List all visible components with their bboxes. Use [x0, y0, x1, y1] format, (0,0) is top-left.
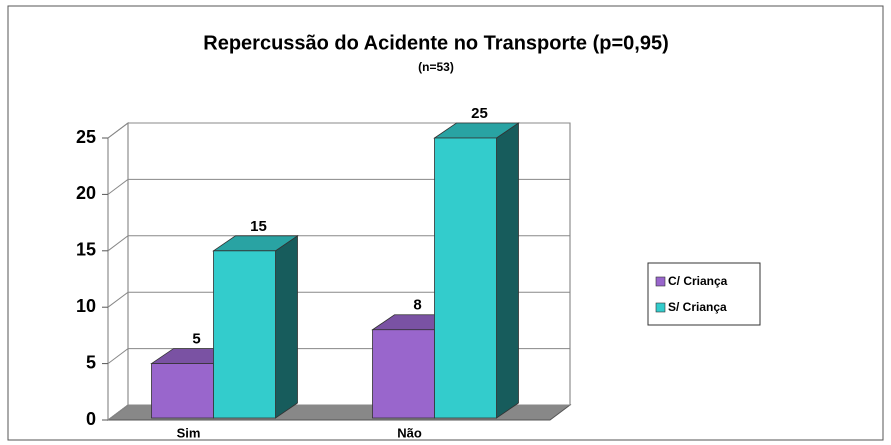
y-tick-label: 5 [86, 352, 96, 372]
grid-line [107, 122, 570, 139]
value-label: 25 [471, 105, 488, 122]
chart-title: Repercussão do Acidente no Transporte (p… [203, 32, 669, 54]
grid-line [107, 178, 570, 195]
x-tick-label: Sim [177, 425, 201, 440]
bar-front [372, 329, 435, 419]
legend-label: S/ Criança [668, 300, 727, 314]
bar [212, 235, 299, 419]
bar-front [151, 363, 214, 419]
value-label: 15 [250, 218, 267, 235]
bar-front [213, 250, 276, 419]
y-tick-label: 15 [76, 240, 96, 260]
value-label: 5 [192, 331, 200, 348]
legend-swatch [655, 302, 666, 313]
legend-box [647, 262, 761, 326]
y-tick-label: 10 [76, 296, 96, 316]
y-tick-label: 20 [76, 183, 96, 203]
grid-line [107, 291, 570, 308]
y-tick-label: 25 [76, 127, 96, 147]
legend-label: C/ Criança [668, 274, 728, 288]
x-tick-label: Não [397, 425, 422, 440]
y-tick-label: 0 [86, 409, 96, 429]
bar-side [496, 122, 519, 419]
chart-subtitle: (n=53) [418, 60, 454, 74]
legend-swatch [655, 276, 666, 287]
bar [433, 122, 520, 419]
value-label: 8 [413, 297, 421, 314]
bar-side [275, 235, 298, 419]
side-wall [107, 122, 129, 421]
grid-line [107, 235, 570, 252]
bar-front [434, 137, 497, 419]
